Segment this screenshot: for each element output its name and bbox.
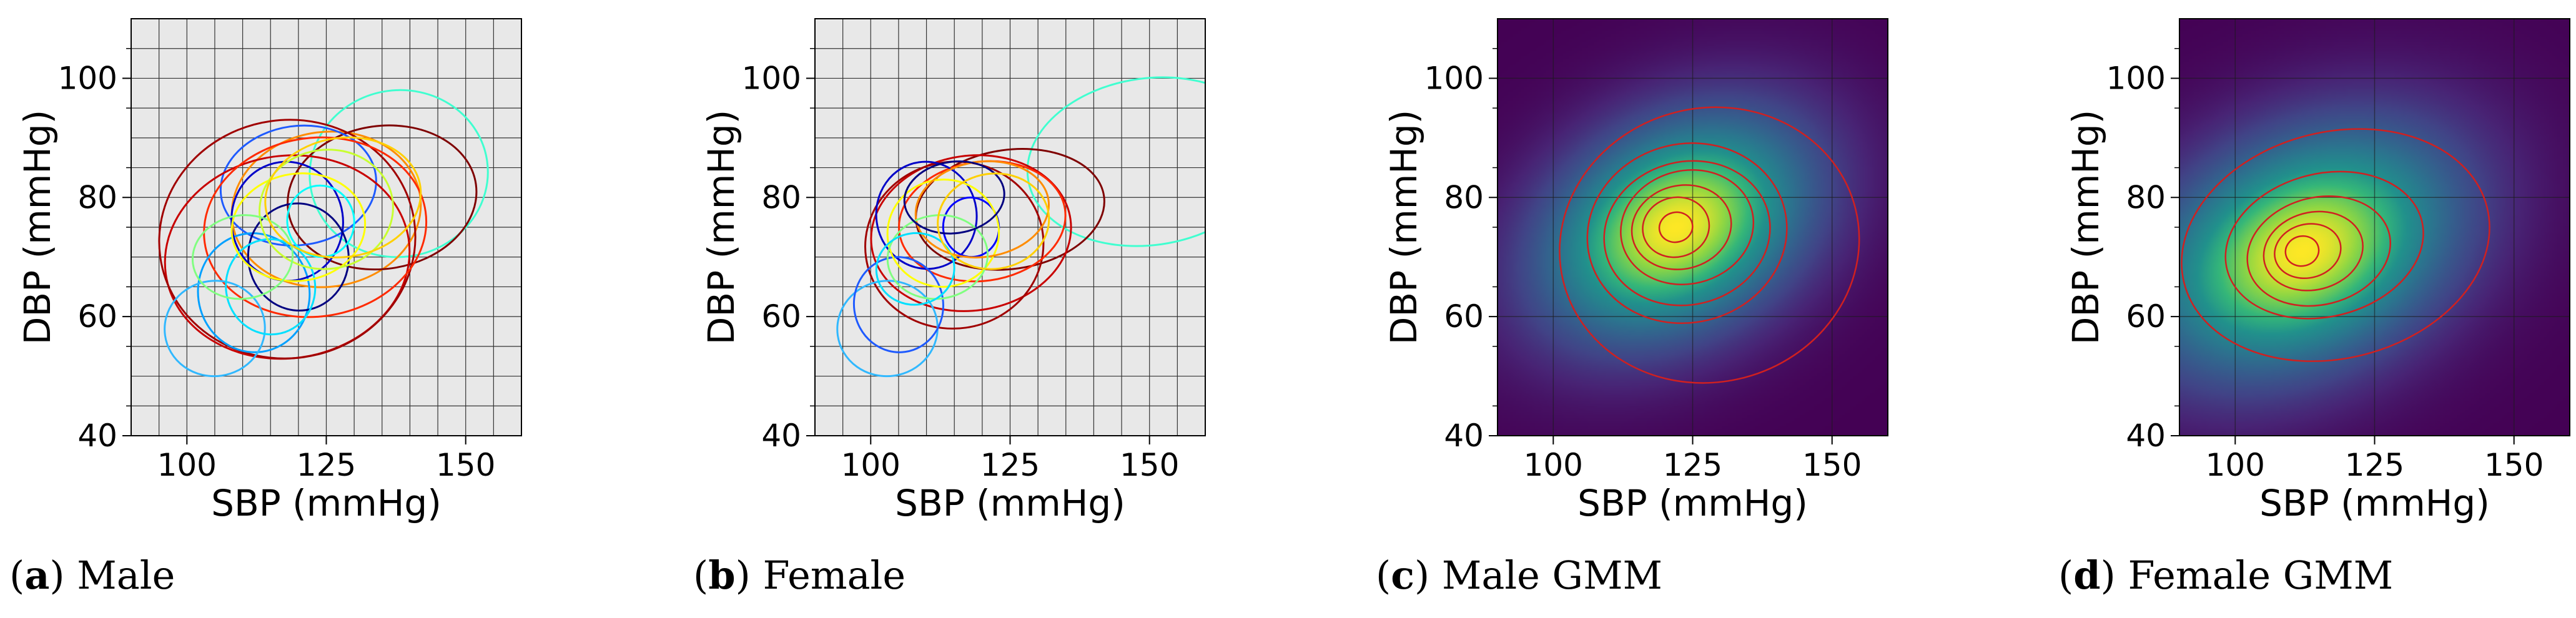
contour-line xyxy=(2284,235,2320,267)
x-axis-label: SBP (mmHg) xyxy=(1577,482,1808,524)
contour-line xyxy=(2181,128,2490,362)
cluster-ellipse xyxy=(191,214,294,300)
ellipses-a xyxy=(158,89,489,378)
contours-c xyxy=(1559,106,1860,384)
x-tick-label: 150 xyxy=(1802,447,1862,483)
x-tick-label: 125 xyxy=(980,447,1040,483)
contour-line xyxy=(1620,169,1755,285)
x-tick-label: 125 xyxy=(2345,447,2404,483)
x-tick-label: 100 xyxy=(2206,447,2265,483)
ellipses-b xyxy=(836,76,1205,378)
cluster-ellipse xyxy=(914,160,1050,258)
cluster-ellipse xyxy=(308,89,489,258)
caption-c-letter: c xyxy=(1391,552,1414,598)
y-axis-label: DBP (mmHg) xyxy=(700,110,743,345)
contour-line xyxy=(1603,160,1771,307)
contour-line xyxy=(2246,195,2391,307)
cluster-ellipse xyxy=(158,119,417,360)
y-tick-label: 40 xyxy=(77,418,117,454)
x-tick-label: 100 xyxy=(1524,447,1583,483)
y-tick-label: 80 xyxy=(77,179,117,215)
y-tick-label: 60 xyxy=(1444,298,1484,335)
contour-line xyxy=(2224,170,2424,320)
caption-b-letter: b xyxy=(708,552,736,598)
cluster-ellipse xyxy=(1026,76,1205,247)
cluster-ellipse xyxy=(225,238,317,336)
caption-a: (a) Male xyxy=(9,552,175,598)
y-tick-label: 40 xyxy=(1444,418,1484,454)
cluster-ellipse xyxy=(230,172,367,282)
y-tick-label: 100 xyxy=(2106,60,2166,96)
cluster-ellipse xyxy=(903,160,1005,235)
contour-line xyxy=(2263,210,2364,292)
y-tick-label: 60 xyxy=(77,298,117,335)
caption-c-text: Male GMM xyxy=(1441,552,1663,598)
cluster-ellipse xyxy=(164,280,266,378)
cluster-ellipse xyxy=(219,124,377,247)
y-tick-label: 40 xyxy=(2126,418,2166,454)
y-tick-label: 100 xyxy=(742,60,801,96)
cluster-ellipse xyxy=(886,214,989,300)
y-tick-label: 80 xyxy=(2126,179,2166,215)
y-tick-label: 60 xyxy=(761,298,801,335)
caption-d-text: Female GMM xyxy=(2128,552,2394,598)
caption-c: (c) Male GMM xyxy=(1376,552,1663,598)
x-tick-label: 125 xyxy=(297,447,356,483)
cluster-ellipse xyxy=(203,136,428,318)
cluster-ellipse xyxy=(264,136,422,258)
y-tick-label: 60 xyxy=(2126,298,2166,335)
contour-line xyxy=(1586,142,1788,325)
y-axis-label: DBP (mmHg) xyxy=(2065,110,2107,345)
x-axis-label: SBP (mmHg) xyxy=(211,482,442,524)
x-axis-label: SBP (mmHg) xyxy=(2259,482,2490,524)
x-tick-label: 100 xyxy=(841,447,901,483)
caption-d-letter: d xyxy=(2073,552,2101,598)
cluster-ellipse xyxy=(870,154,1072,312)
cluster-ellipse xyxy=(886,179,1000,288)
cluster-ellipse xyxy=(875,160,978,270)
contour-line xyxy=(1658,211,1694,243)
x-axis-label: SBP (mmHg) xyxy=(895,482,1125,524)
caption-b: (b) Female xyxy=(693,552,906,598)
grid-d xyxy=(2179,19,2570,436)
cluster-ellipse xyxy=(259,149,394,270)
y-tick-label: 40 xyxy=(761,418,801,454)
x-tick-label: 125 xyxy=(1663,447,1722,483)
cluster-ellipse xyxy=(875,232,955,306)
contour-line xyxy=(1559,106,1860,384)
contour-line xyxy=(2274,223,2342,280)
cluster-ellipse xyxy=(937,172,1050,270)
cluster-ellipse xyxy=(836,280,939,378)
contour-line xyxy=(1642,196,1710,258)
y-tick-label: 80 xyxy=(761,179,801,215)
x-tick-label: 150 xyxy=(2484,447,2544,483)
x-tick-label: 100 xyxy=(157,447,217,483)
y-tick-label: 100 xyxy=(1424,60,1484,96)
y-tick-label: 100 xyxy=(58,60,117,96)
caption-a-text: Male xyxy=(77,552,175,598)
contour-line xyxy=(1631,184,1732,270)
cluster-ellipse xyxy=(197,232,311,353)
x-tick-label: 150 xyxy=(436,447,495,483)
x-tick-label: 150 xyxy=(1120,447,1179,483)
caption-d: (d) Female GMM xyxy=(2058,552,2394,598)
y-tick-label: 80 xyxy=(1444,179,1484,215)
y-axis-label: DBP (mmHg) xyxy=(16,110,59,345)
y-axis-label: DBP (mmHg) xyxy=(1383,110,1425,345)
caption-b-text: Female xyxy=(762,552,906,598)
caption-a-letter: a xyxy=(24,552,50,598)
contours-d xyxy=(2181,128,2490,362)
